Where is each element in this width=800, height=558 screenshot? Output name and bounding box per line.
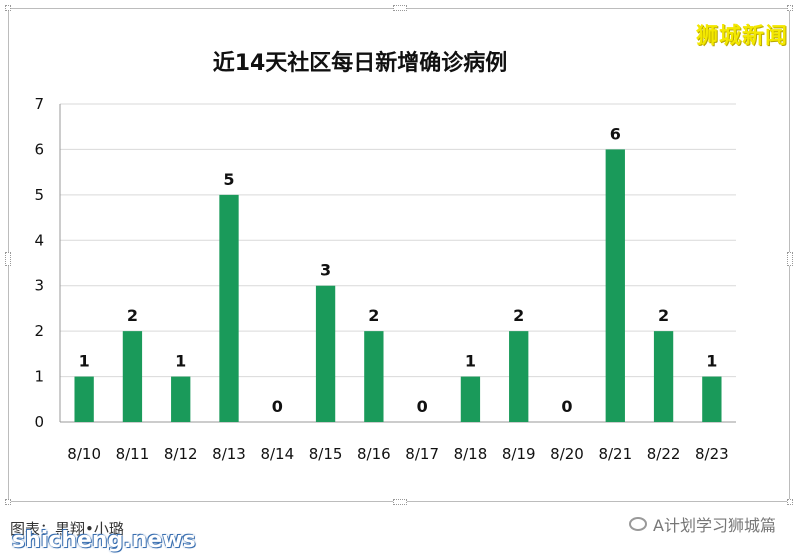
x-tick-label: 8/23 bbox=[695, 445, 729, 463]
bar bbox=[315, 285, 336, 422]
y-tick-label: 7 bbox=[34, 95, 44, 113]
y-tick-label: 1 bbox=[34, 368, 44, 386]
bar bbox=[364, 331, 384, 422]
data-label: 5 bbox=[223, 170, 234, 189]
data-label: 0 bbox=[561, 397, 572, 416]
bar bbox=[460, 376, 481, 422]
y-tick-label: 2 bbox=[34, 322, 44, 340]
x-tick-label: 8/18 bbox=[454, 445, 488, 463]
bar bbox=[171, 376, 191, 422]
bar bbox=[122, 331, 143, 422]
resize-handle-top-right[interactable] bbox=[787, 5, 793, 11]
resize-handle-right[interactable] bbox=[787, 252, 793, 266]
data-label: 2 bbox=[658, 306, 669, 325]
data-label: 2 bbox=[513, 306, 524, 325]
chart-title: 近14天社区每日新增确诊病例 bbox=[212, 51, 508, 76]
resize-handle-bottom[interactable] bbox=[393, 499, 407, 505]
bar-chart: 0 1 2 3 4 5 6 7 1 8/10 2 8/11 1 8/12 5 8/13 0 8/14 3 8/15 2 8… bbox=[34, 95, 736, 463]
data-label: 1 bbox=[79, 352, 90, 371]
y-tick-label: 0 bbox=[34, 413, 44, 431]
resize-handle-top[interactable] bbox=[393, 5, 407, 11]
resize-handle-bottom-left[interactable] bbox=[5, 499, 11, 505]
wechat-account[interactable]: A计划学习狮城篇 bbox=[629, 512, 776, 536]
resize-handle-bottom-right[interactable] bbox=[787, 499, 793, 505]
chart-credit: 图表：黒翔•小璐 bbox=[10, 520, 124, 538]
x-tick-label: 8/19 bbox=[502, 445, 536, 463]
x-tick-label: 8/12 bbox=[164, 445, 198, 463]
data-label: 2 bbox=[368, 306, 379, 325]
y-tick-label: 5 bbox=[34, 186, 44, 204]
data-label: 1 bbox=[175, 352, 186, 371]
y-tick-label: 4 bbox=[34, 231, 44, 249]
x-tick-label: 8/11 bbox=[116, 445, 150, 463]
wechat-account-name: A计划学习狮城篇 bbox=[653, 516, 776, 535]
x-tick-label: 8/20 bbox=[550, 445, 584, 463]
wechat-icon bbox=[629, 517, 648, 531]
data-label: 2 bbox=[127, 306, 138, 325]
data-label: 1 bbox=[706, 352, 717, 371]
x-tick-label: 8/15 bbox=[309, 445, 343, 463]
x-tick-label: 8/16 bbox=[357, 445, 391, 463]
data-label: 0 bbox=[272, 397, 283, 416]
y-tick-label: 3 bbox=[34, 277, 44, 295]
resize-handle-left[interactable] bbox=[5, 252, 11, 266]
bar bbox=[74, 376, 94, 422]
bar bbox=[702, 376, 722, 422]
bar bbox=[653, 331, 674, 422]
x-tick-label: 8/10 bbox=[67, 445, 101, 463]
x-tick-label: 8/14 bbox=[260, 445, 294, 463]
bar bbox=[509, 331, 529, 422]
resize-handle-top-left[interactable] bbox=[5, 5, 11, 11]
y-tick-label: 6 bbox=[34, 140, 44, 158]
data-label: 1 bbox=[465, 352, 476, 371]
bar bbox=[219, 194, 239, 422]
x-tick-label: 8/17 bbox=[405, 445, 439, 463]
bar bbox=[605, 149, 625, 422]
x-tick-label: 8/22 bbox=[647, 445, 681, 463]
data-label: 3 bbox=[320, 261, 331, 280]
data-label: 6 bbox=[610, 124, 621, 143]
x-tick-label: 8/21 bbox=[598, 445, 632, 463]
x-tick-label: 8/13 bbox=[212, 445, 246, 463]
brand-logo: 狮城新闻 bbox=[695, 24, 788, 49]
site-watermark: shicheng.news bbox=[12, 528, 196, 553]
data-label: 0 bbox=[417, 397, 428, 416]
